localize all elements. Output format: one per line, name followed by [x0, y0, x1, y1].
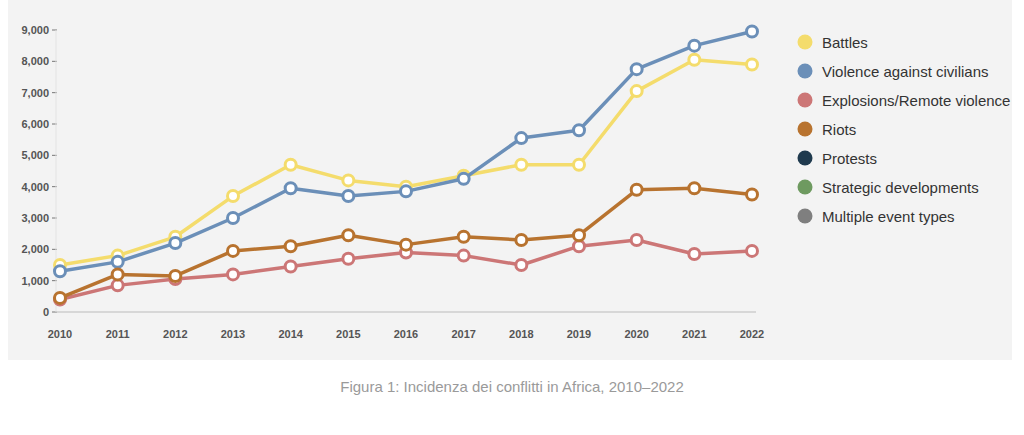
chart-panel — [8, 0, 1012, 360]
y-axis: 0 1,000 2,000 3,000 4,000 5,000 6,000 7,000 8,00… — [21, 24, 57, 318]
data-point — [689, 183, 700, 194]
data-point — [689, 54, 700, 65]
legend-swatch — [798, 64, 813, 79]
legend-swatch — [798, 35, 813, 50]
data-point — [285, 241, 296, 252]
data-point — [228, 245, 239, 256]
x-tick-label: 2012 — [163, 328, 187, 340]
x-tick-label: 2018 — [509, 328, 533, 340]
x-tick-label: 2016 — [394, 328, 418, 340]
plot-area — [55, 26, 758, 305]
data-point — [112, 256, 123, 267]
data-point — [170, 238, 181, 249]
series-line — [60, 32, 752, 272]
chart: 0 1,000 2,000 3,000 4,000 5,000 6,000 7,000 8,00… — [0, 0, 1024, 435]
legend-label: Protests — [822, 150, 877, 167]
series-line — [60, 60, 752, 265]
data-point — [747, 245, 758, 256]
data-point — [170, 270, 181, 281]
data-point — [228, 191, 239, 202]
data-point — [285, 261, 296, 272]
x-tick-label: 2013 — [221, 328, 245, 340]
x-axis: 2010 2011 2012 2013 2014 2015 2016 2017 2018 2019… — [48, 328, 764, 340]
legend-label: Riots — [822, 121, 856, 138]
x-axis-line — [56, 312, 756, 313]
data-point — [574, 230, 585, 241]
x-tick-label: 2011 — [106, 328, 130, 340]
data-point — [112, 269, 123, 280]
data-point — [285, 183, 296, 194]
x-tick-label: 2017 — [451, 328, 475, 340]
data-point — [574, 159, 585, 170]
x-tick-label: 2022 — [740, 328, 764, 340]
legend-label: Explosions/Remote violence — [822, 92, 1010, 109]
data-point — [747, 189, 758, 200]
y-tick-label: 0 — [43, 306, 49, 318]
y-tick-label: 1,000 — [21, 275, 49, 287]
data-point — [343, 175, 354, 186]
x-tick-label: 2015 — [336, 328, 360, 340]
y-tick-label: 4,000 — [21, 181, 49, 193]
data-point — [343, 253, 354, 264]
data-point — [747, 26, 758, 37]
legend-label: Strategic developments — [822, 179, 979, 196]
data-point — [343, 191, 354, 202]
data-point — [55, 266, 66, 277]
data-point — [401, 239, 412, 250]
data-point — [55, 292, 66, 303]
data-point — [574, 125, 585, 136]
data-point — [516, 133, 527, 144]
legend-label: Violence against civilians — [822, 63, 989, 80]
y-tick-label: 3,000 — [21, 212, 49, 224]
data-point — [631, 64, 642, 75]
data-point — [401, 186, 412, 197]
data-point — [458, 231, 469, 242]
legend-swatch — [798, 209, 813, 224]
data-point — [747, 59, 758, 70]
data-point — [516, 159, 527, 170]
data-point — [458, 250, 469, 261]
y-tick-label: 2,000 — [21, 243, 49, 255]
data-point — [343, 230, 354, 241]
y-tick-label: 8,000 — [21, 55, 49, 67]
series — [55, 234, 758, 305]
series-line — [60, 240, 752, 300]
x-tick-label: 2019 — [567, 328, 591, 340]
data-point — [689, 249, 700, 260]
data-point — [458, 173, 469, 184]
series-line — [60, 188, 752, 298]
x-tick-label: 2010 — [48, 328, 72, 340]
data-point — [689, 40, 700, 51]
data-point — [516, 234, 527, 245]
legend-swatch — [798, 93, 813, 108]
legend: Battles Violence against civilians Explosi… — [798, 34, 1011, 225]
y-tick-label: 6,000 — [21, 118, 49, 130]
data-point — [228, 213, 239, 224]
y-tick-label: 5,000 — [21, 149, 49, 161]
x-tick-label: 2014 — [278, 328, 303, 340]
x-tick-label: 2021 — [682, 328, 706, 340]
data-point — [516, 260, 527, 271]
data-point — [631, 184, 642, 195]
data-point — [631, 86, 642, 97]
series — [55, 26, 758, 277]
legend-label: Battles — [822, 34, 868, 51]
data-point — [228, 269, 239, 280]
legend-swatch — [798, 180, 813, 195]
legend-swatch — [798, 151, 813, 166]
legend-swatch — [798, 122, 813, 137]
data-point — [112, 280, 123, 291]
series — [55, 54, 758, 270]
data-point — [631, 234, 642, 245]
y-tick-label: 7,000 — [21, 87, 49, 99]
legend-label: Multiple event types — [822, 208, 955, 225]
x-tick-label: 2020 — [624, 328, 648, 340]
series — [55, 183, 758, 304]
data-point — [574, 241, 585, 252]
caption: Figura 1: Incidenza dei conflitti in Afr… — [340, 378, 684, 395]
data-point — [285, 159, 296, 170]
y-tick-label: 9,000 — [21, 24, 49, 36]
